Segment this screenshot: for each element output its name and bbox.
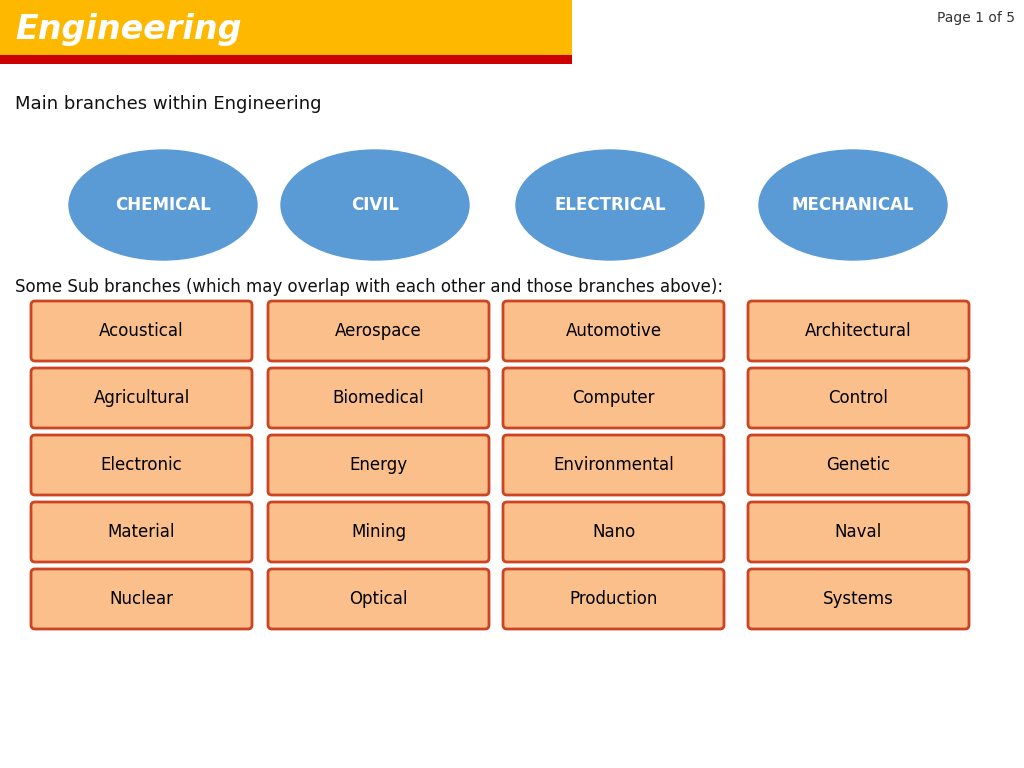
FancyBboxPatch shape bbox=[503, 569, 724, 629]
FancyBboxPatch shape bbox=[503, 301, 724, 361]
Text: Aerospace: Aerospace bbox=[335, 322, 422, 340]
FancyBboxPatch shape bbox=[31, 502, 252, 562]
FancyBboxPatch shape bbox=[748, 502, 969, 562]
Text: Systems: Systems bbox=[823, 590, 894, 608]
Text: Production: Production bbox=[569, 590, 657, 608]
FancyBboxPatch shape bbox=[31, 569, 252, 629]
Text: Nuclear: Nuclear bbox=[110, 590, 173, 608]
Text: Architectural: Architectural bbox=[805, 322, 911, 340]
Ellipse shape bbox=[281, 150, 469, 260]
Text: Page 1 of 5: Page 1 of 5 bbox=[937, 11, 1015, 25]
Text: Acoustical: Acoustical bbox=[99, 322, 184, 340]
Text: Environmental: Environmental bbox=[553, 456, 674, 474]
Text: Computer: Computer bbox=[572, 389, 654, 407]
Text: Genetic: Genetic bbox=[826, 456, 891, 474]
Text: Naval: Naval bbox=[835, 523, 882, 541]
FancyBboxPatch shape bbox=[31, 301, 252, 361]
Text: CHEMICAL: CHEMICAL bbox=[115, 196, 211, 214]
Text: MECHANICAL: MECHANICAL bbox=[792, 196, 914, 214]
Text: Biomedical: Biomedical bbox=[333, 389, 424, 407]
FancyBboxPatch shape bbox=[503, 435, 724, 495]
FancyBboxPatch shape bbox=[0, 0, 572, 55]
Text: Energy: Energy bbox=[349, 456, 408, 474]
FancyBboxPatch shape bbox=[268, 301, 489, 361]
Ellipse shape bbox=[69, 150, 257, 260]
FancyBboxPatch shape bbox=[0, 55, 572, 64]
Text: Optical: Optical bbox=[349, 590, 408, 608]
Text: Electronic: Electronic bbox=[100, 456, 182, 474]
FancyBboxPatch shape bbox=[31, 435, 252, 495]
FancyBboxPatch shape bbox=[31, 368, 252, 428]
FancyBboxPatch shape bbox=[748, 569, 969, 629]
Text: Nano: Nano bbox=[592, 523, 635, 541]
Text: Mining: Mining bbox=[351, 523, 407, 541]
FancyBboxPatch shape bbox=[748, 301, 969, 361]
FancyBboxPatch shape bbox=[503, 368, 724, 428]
FancyBboxPatch shape bbox=[268, 435, 489, 495]
Text: CIVIL: CIVIL bbox=[351, 196, 399, 214]
FancyBboxPatch shape bbox=[503, 502, 724, 562]
FancyBboxPatch shape bbox=[748, 368, 969, 428]
FancyBboxPatch shape bbox=[268, 502, 489, 562]
Ellipse shape bbox=[759, 150, 947, 260]
Text: Control: Control bbox=[828, 389, 889, 407]
Text: Engineering: Engineering bbox=[15, 14, 242, 47]
Text: ELECTRICAL: ELECTRICAL bbox=[554, 196, 666, 214]
Text: Some Sub branches (which may overlap with each other and those branches above):: Some Sub branches (which may overlap wit… bbox=[15, 278, 723, 296]
FancyBboxPatch shape bbox=[268, 569, 489, 629]
Text: Automotive: Automotive bbox=[565, 322, 662, 340]
FancyBboxPatch shape bbox=[748, 435, 969, 495]
Ellipse shape bbox=[516, 150, 705, 260]
Text: Main branches within Engineering: Main branches within Engineering bbox=[15, 95, 322, 113]
Text: Agricultural: Agricultural bbox=[93, 389, 189, 407]
FancyBboxPatch shape bbox=[268, 368, 489, 428]
Text: Material: Material bbox=[108, 523, 175, 541]
